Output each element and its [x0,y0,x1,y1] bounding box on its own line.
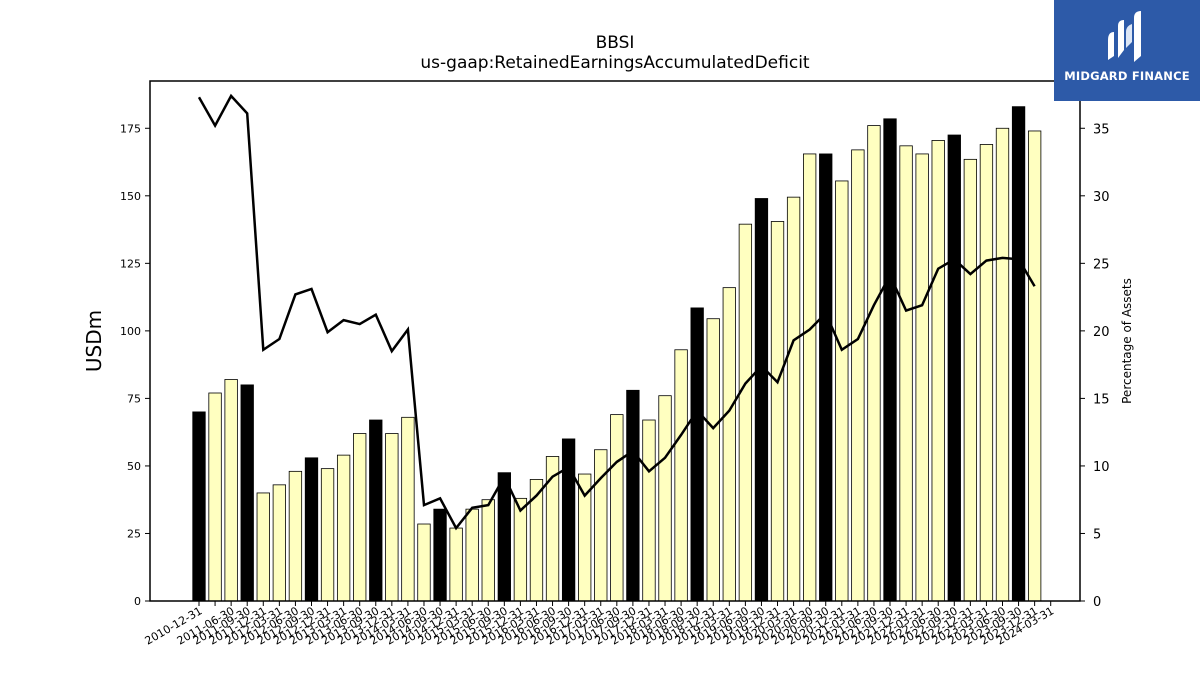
y-tick-label: 75 [127,392,141,405]
chart-title: BBSI [596,33,635,53]
bar [690,307,704,602]
bar [915,153,929,602]
bar [803,153,817,602]
bar [304,457,319,602]
bar [883,118,897,602]
bar [417,523,431,602]
bar [353,433,367,602]
bar [433,508,447,602]
bar [288,470,303,602]
y2-tick-label: 15 [1093,392,1110,407]
y2-axis-label: Percentage of Assets [1120,278,1134,404]
bar [513,497,528,602]
bar [722,287,736,602]
bar [867,125,881,602]
y2-tick-label: 35 [1093,122,1110,137]
y2-tick-label: 5 [1093,527,1101,542]
chart-subtitle: us-gaap:RetainedEarningsAccumulatedDefic… [420,53,810,73]
bar [272,484,287,602]
bar [497,472,511,602]
y2-tick-label: 30 [1093,190,1110,205]
bar [369,419,383,602]
percentage-line [197,93,1036,531]
bar [240,384,254,602]
y-tick-label: 0 [134,595,141,608]
y-tick-label: 150 [120,190,141,203]
y-tick-label: 25 [127,527,141,540]
midgard-finance-logo: MIDGARD FINANCE [1054,0,1200,101]
bar [256,492,270,602]
bar [610,414,624,602]
bar [658,395,672,602]
y-axis-label: USDm [82,310,106,372]
bar [835,180,849,602]
bar-series [192,106,1042,602]
y2-tick-label: 10 [1093,460,1110,475]
bar [481,499,495,602]
bar [1011,106,1026,602]
bar [626,389,640,602]
y2-tick-label: 25 [1093,257,1110,272]
x-axis: 2010-12-312011-06-302011-09-302011-12-31… [143,601,1056,648]
bar [995,127,1010,602]
bar [979,144,994,602]
bar [899,145,913,602]
y-tick-label: 175 [120,122,141,135]
bar [401,416,415,602]
bar [819,153,833,602]
bar [754,198,769,602]
right-y-axis: 0 5 10 15 20 25 30 35 [1080,122,1110,610]
bar [947,134,961,602]
bar [770,221,785,602]
y-tick-label: 50 [127,460,141,473]
bar [738,223,753,602]
bar [1027,130,1042,602]
bar [529,479,544,602]
bar [561,438,576,602]
bar [192,411,206,602]
bar [385,433,399,602]
bar [208,392,222,602]
bar [465,508,479,602]
bar [449,527,463,602]
bar [963,158,978,602]
bar [320,468,335,602]
bar [224,379,238,602]
bar [851,149,865,602]
bar [642,419,656,602]
bar [706,318,720,602]
plot-frame [149,80,1081,602]
bar [786,196,801,602]
logo-text: MIDGARD FINANCE [1064,69,1190,83]
y2-tick-label: 0 [1093,595,1101,610]
y-tick-label: 100 [120,325,141,338]
midgard-bars-icon [1108,11,1141,62]
bar [931,140,945,602]
left-y-axis: 0 25 50 75 100 125 150 175 [120,122,150,608]
bar [674,349,688,602]
bar [336,454,351,602]
y-tick-label: 125 [120,257,141,270]
y2-tick-label: 20 [1093,325,1110,340]
